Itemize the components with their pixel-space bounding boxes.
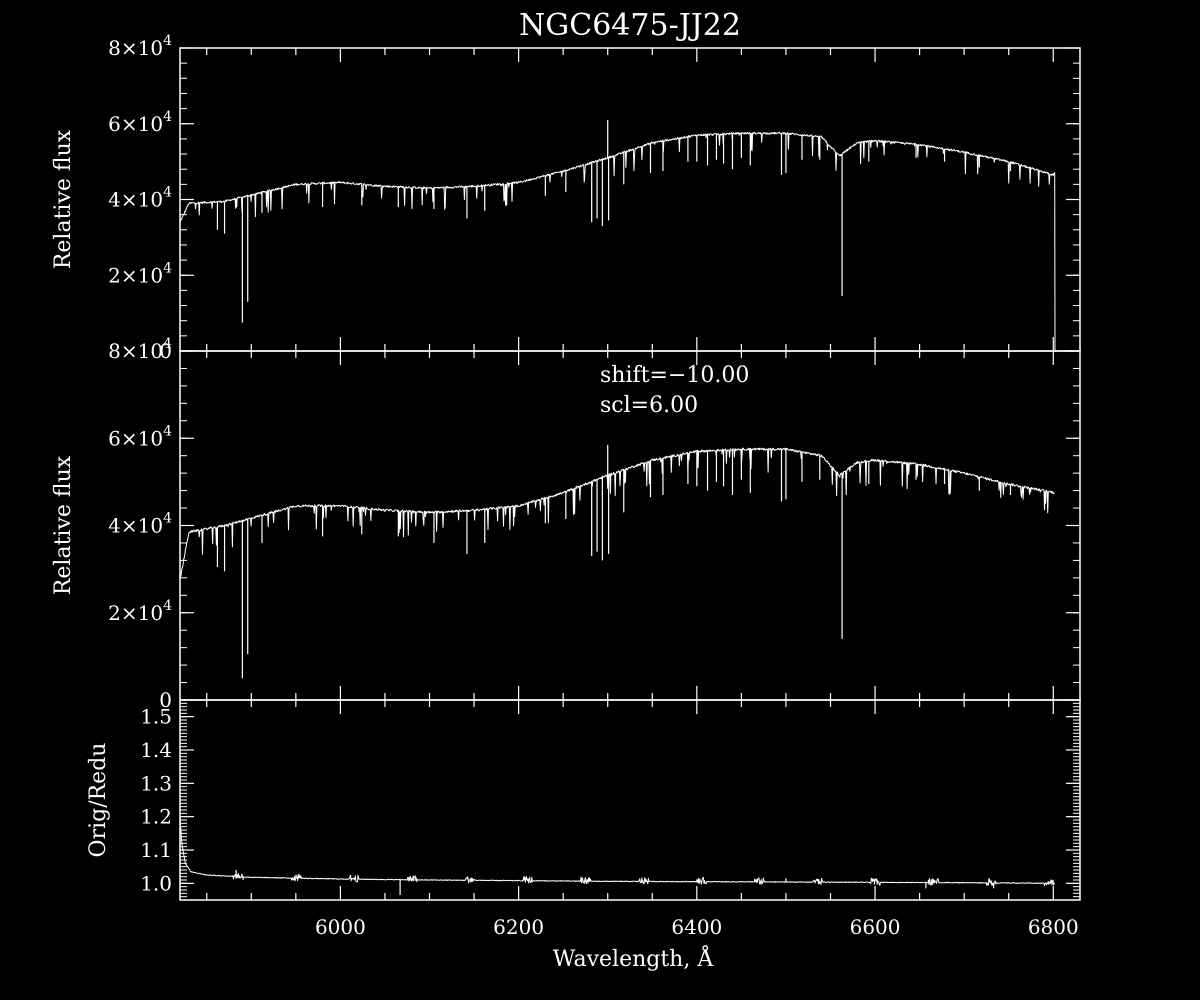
y-tick-exponent: 4 bbox=[163, 511, 172, 527]
y-tick-label: 1.5 bbox=[140, 705, 172, 729]
y-tick-mantissa: 8×10 bbox=[108, 36, 163, 60]
panel-1-spectrum-line bbox=[179, 131, 1056, 352]
y-tick-exponent: 4 bbox=[163, 185, 172, 201]
y-tick-label: 2×104 bbox=[108, 260, 172, 287]
y-tick-label: 4×104 bbox=[108, 511, 172, 538]
y-tick-exponent: 4 bbox=[163, 260, 172, 276]
x-tick-label: 6200 bbox=[493, 915, 544, 939]
y-tick-mantissa: 1.4 bbox=[140, 738, 172, 762]
y-tick-mantissa: 0 bbox=[159, 339, 172, 363]
y-axis-label: Relative flux bbox=[51, 455, 76, 595]
y-tick-mantissa: 4×10 bbox=[108, 514, 163, 538]
y-tick-exponent: 4 bbox=[163, 33, 172, 49]
y-tick-mantissa: 0 bbox=[159, 688, 172, 712]
panel-3: 1.0 1.1 1.2 1.3 1.4 1.5 Orig/Redu bbox=[86, 699, 1081, 901]
y-tick-mantissa: 1.2 bbox=[140, 805, 172, 829]
y-tick-label: 8×104 bbox=[108, 33, 172, 60]
y-tick-mantissa: 1.0 bbox=[140, 871, 172, 895]
y-tick-label: 2×104 bbox=[108, 598, 172, 625]
y-tick-mantissa: 2×10 bbox=[108, 601, 163, 625]
y-tick-mantissa: 8×10 bbox=[108, 339, 163, 363]
y-tick-label: 6×104 bbox=[108, 423, 172, 450]
y-tick-exponent: 4 bbox=[163, 423, 172, 439]
annotation-2: scl=6.00 bbox=[600, 393, 698, 418]
y-tick-mantissa: 2×10 bbox=[108, 263, 163, 287]
y-tick-mantissa: 1.3 bbox=[140, 771, 172, 795]
y-axis-label: Orig/Redu bbox=[86, 743, 111, 858]
y-tick-label: 0 bbox=[159, 688, 172, 712]
y-tick-label: 4×104 bbox=[108, 185, 172, 212]
x-tick-label: 6400 bbox=[671, 915, 722, 939]
y-tick-mantissa: 6×10 bbox=[108, 112, 163, 136]
y-tick-mantissa: 1.1 bbox=[140, 838, 172, 862]
panel-2-spectrum-line bbox=[179, 447, 1055, 580]
y-tick-label: 1.1 bbox=[140, 838, 172, 862]
x-tick-label: 6800 bbox=[1028, 915, 1079, 939]
y-tick-label: 8×104 bbox=[108, 336, 172, 363]
y-tick-mantissa: 6×10 bbox=[108, 426, 163, 450]
x-axis-label: Wavelength, Å bbox=[553, 944, 715, 972]
y-tick-label: 1.4 bbox=[140, 738, 172, 762]
y-tick-label: 1.3 bbox=[140, 771, 172, 795]
x-tick-labels: 6000 6200 6400 6600 6800 bbox=[315, 915, 1079, 939]
y-tick-mantissa: 4×10 bbox=[108, 188, 163, 212]
x-tick-label: 6000 bbox=[315, 915, 366, 939]
x-tick-label: 6600 bbox=[850, 915, 901, 939]
y-tick-label: 6×104 bbox=[108, 109, 172, 136]
y-tick-exponent: 4 bbox=[163, 109, 172, 125]
y-tick-exponent: 4 bbox=[163, 336, 172, 352]
y-tick-mantissa: 1.5 bbox=[140, 705, 172, 729]
panel-3-spectrum-line bbox=[179, 816, 1055, 887]
y-tick-label: 1.2 bbox=[140, 805, 172, 829]
y-tick-label: 1.0 bbox=[140, 871, 172, 895]
y-tick-label: 0 bbox=[159, 339, 172, 363]
y-axis-label: Relative flux bbox=[51, 129, 76, 269]
y-tick-exponent: 4 bbox=[163, 598, 172, 614]
chart-title: NGC6475-JJ22 bbox=[519, 8, 741, 43]
annotation-1: shift=−10.00 bbox=[600, 363, 749, 388]
